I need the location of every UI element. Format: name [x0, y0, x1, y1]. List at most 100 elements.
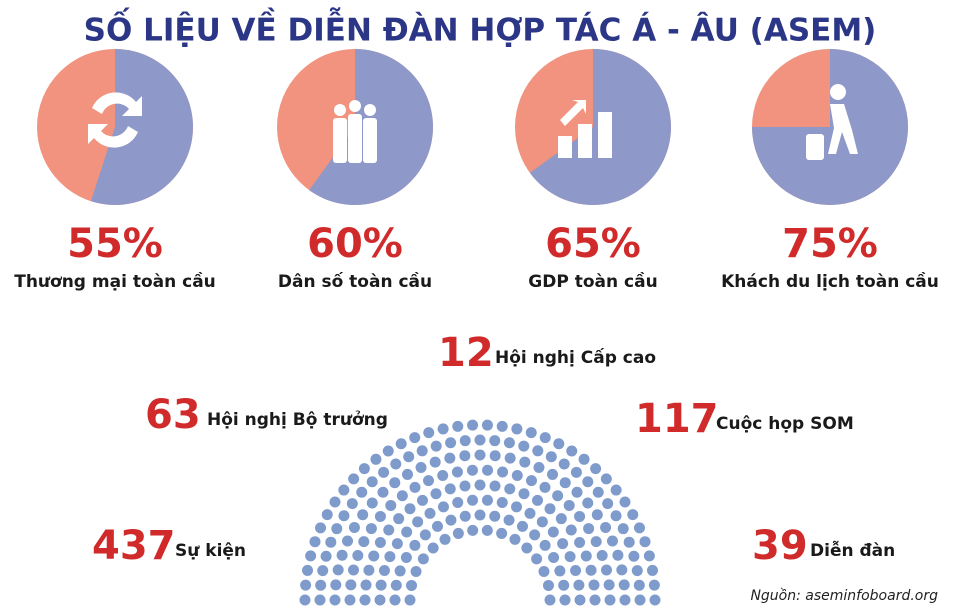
seat	[370, 453, 382, 465]
icon-gdp	[558, 100, 612, 158]
seat	[533, 462, 545, 474]
seat	[314, 594, 326, 606]
seat	[432, 520, 443, 532]
seat	[544, 594, 556, 606]
seat	[547, 526, 559, 538]
seat	[345, 579, 357, 591]
seat	[606, 535, 618, 547]
seat	[325, 536, 337, 548]
seat	[496, 497, 508, 509]
seat	[417, 494, 428, 506]
seat	[564, 551, 576, 563]
seat	[511, 423, 523, 435]
stat-label: Diễn đàn	[810, 539, 895, 561]
seat	[389, 477, 401, 489]
seat	[634, 594, 646, 606]
seat	[509, 533, 521, 545]
seat	[538, 566, 550, 578]
seat	[409, 432, 421, 444]
seat	[574, 537, 586, 548]
seat	[437, 469, 449, 481]
seat	[525, 475, 537, 487]
seat	[503, 437, 515, 449]
seat	[378, 466, 390, 478]
seat	[618, 579, 630, 591]
seat	[628, 550, 640, 562]
pie-label: Khách du lịch toàn cầu	[721, 271, 939, 292]
seat	[590, 463, 602, 475]
seat	[489, 510, 501, 522]
seat	[330, 579, 342, 591]
seat	[363, 564, 375, 576]
seat	[504, 483, 516, 495]
pie-label: Dân số toàn cầu	[278, 271, 432, 292]
seat	[631, 565, 643, 577]
stat-label: Sự kiện	[175, 541, 246, 561]
seat	[518, 488, 530, 500]
seat	[336, 549, 348, 561]
pie-label: Thương mại toàn cầu	[14, 271, 216, 292]
pie-label: GDP toàn cầu	[528, 271, 657, 292]
seat	[482, 464, 494, 476]
seat	[565, 524, 577, 536]
seat	[521, 542, 533, 554]
seat	[444, 483, 456, 495]
seat	[452, 420, 464, 432]
seat	[555, 513, 567, 525]
seat	[648, 579, 660, 591]
seat	[410, 566, 422, 578]
pie-value-label: 60%	[307, 221, 403, 267]
seat	[385, 499, 397, 511]
seat	[365, 523, 377, 535]
seat	[409, 539, 421, 551]
seat	[481, 524, 493, 536]
seat	[300, 579, 312, 591]
seat	[331, 523, 343, 535]
seat	[617, 523, 629, 535]
seat	[459, 510, 471, 522]
seat	[459, 480, 471, 492]
seat	[552, 490, 564, 502]
seat	[344, 594, 356, 606]
seat	[348, 473, 360, 485]
seat	[359, 594, 371, 606]
seat	[536, 516, 548, 528]
seat	[610, 484, 622, 496]
seat	[452, 527, 464, 539]
stat-number: 39	[752, 523, 808, 569]
seat	[466, 464, 478, 476]
seat	[309, 536, 321, 548]
seat	[633, 522, 645, 534]
seat	[518, 440, 530, 452]
seat	[430, 440, 442, 452]
icon-trade	[88, 92, 142, 148]
title: SỐ LIỆU VỀ DIỄN ĐÀN HỢP TÁC Á - ÂU (ASEM…	[84, 8, 877, 49]
seat	[302, 564, 314, 576]
seat	[633, 579, 645, 591]
seat	[393, 513, 405, 525]
seat	[417, 553, 429, 565]
seat	[559, 477, 571, 489]
seat	[402, 468, 413, 480]
seat	[517, 520, 528, 532]
seat	[574, 510, 586, 522]
icon-people	[333, 100, 377, 163]
seat	[409, 481, 421, 493]
seat	[545, 451, 557, 463]
stats: 12 Hội nghị Cấp cao 63 Hội nghị Bộ trưởng 11…	[92, 330, 895, 569]
seat	[390, 458, 402, 470]
seat	[532, 494, 543, 506]
stat-number: 437	[92, 523, 176, 569]
seat	[616, 564, 628, 576]
seat	[467, 419, 479, 431]
seat	[583, 523, 595, 535]
seat	[445, 437, 457, 449]
seat	[591, 509, 603, 521]
seat	[619, 496, 631, 508]
seat	[531, 553, 543, 565]
seat	[423, 427, 435, 439]
seat	[532, 445, 544, 457]
seat	[489, 450, 501, 462]
seat	[589, 594, 601, 606]
seat	[544, 503, 556, 515]
